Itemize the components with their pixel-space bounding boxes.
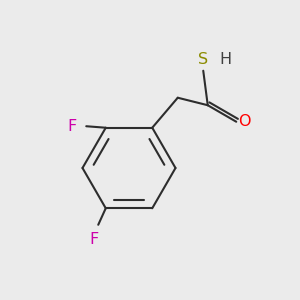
Text: F: F xyxy=(89,232,98,247)
Text: H: H xyxy=(220,52,232,67)
Text: F: F xyxy=(67,119,76,134)
Text: S: S xyxy=(198,52,208,67)
Text: O: O xyxy=(238,114,251,129)
